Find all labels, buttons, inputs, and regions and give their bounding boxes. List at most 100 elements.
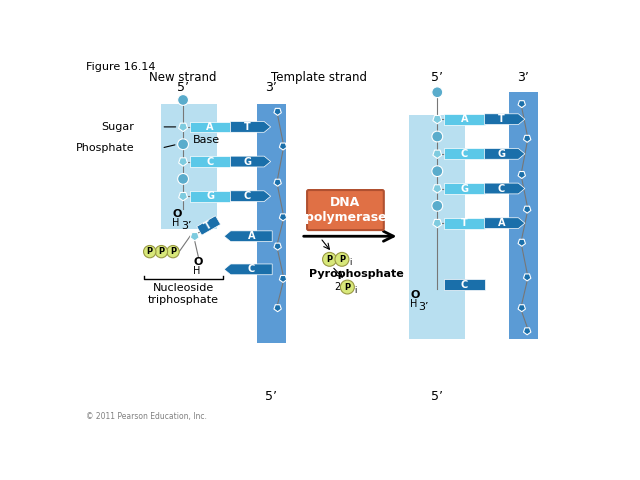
Text: 3’: 3’: [266, 81, 277, 94]
Polygon shape: [524, 274, 531, 281]
Polygon shape: [518, 171, 525, 179]
Polygon shape: [433, 150, 442, 158]
Circle shape: [143, 245, 156, 258]
Circle shape: [178, 139, 189, 150]
Circle shape: [432, 201, 443, 211]
FancyBboxPatch shape: [444, 114, 484, 125]
Polygon shape: [280, 276, 287, 282]
Text: 5’: 5’: [266, 390, 277, 403]
Text: C: C: [248, 264, 255, 275]
Text: O: O: [194, 257, 204, 267]
Text: H: H: [193, 266, 201, 276]
Circle shape: [178, 95, 189, 105]
Polygon shape: [224, 231, 272, 241]
Polygon shape: [484, 183, 525, 194]
Text: T: T: [461, 218, 468, 228]
Polygon shape: [230, 156, 271, 167]
Polygon shape: [433, 116, 442, 124]
Text: C: C: [498, 183, 505, 193]
Circle shape: [335, 252, 349, 266]
Polygon shape: [518, 305, 525, 312]
Circle shape: [155, 245, 168, 258]
Text: Pyrophosphate: Pyrophosphate: [308, 269, 403, 278]
Text: DNA
polymerase: DNA polymerase: [305, 196, 387, 224]
Circle shape: [167, 245, 179, 258]
Polygon shape: [433, 185, 442, 193]
Text: P: P: [344, 283, 351, 291]
Text: 5’: 5’: [431, 390, 444, 403]
Bar: [257, 104, 286, 343]
Text: O: O: [172, 209, 182, 219]
FancyBboxPatch shape: [190, 191, 230, 202]
Bar: [509, 92, 538, 339]
Text: Template strand: Template strand: [271, 72, 367, 84]
Text: 5’: 5’: [177, 81, 189, 94]
Text: 2: 2: [334, 282, 340, 292]
Polygon shape: [274, 305, 282, 312]
Text: C: C: [207, 156, 214, 167]
Bar: [410, 115, 465, 339]
Circle shape: [432, 166, 443, 177]
Text: C: C: [244, 191, 251, 201]
Text: T: T: [498, 114, 505, 124]
Text: C: C: [461, 280, 468, 290]
Text: P: P: [170, 247, 176, 256]
Text: G: G: [497, 149, 506, 159]
Circle shape: [178, 173, 189, 184]
Text: i: i: [355, 286, 356, 295]
Text: T: T: [244, 122, 251, 132]
Polygon shape: [518, 101, 525, 108]
Polygon shape: [280, 143, 287, 150]
FancyBboxPatch shape: [307, 190, 384, 230]
Polygon shape: [179, 123, 188, 132]
Text: Figure 16.14: Figure 16.14: [86, 62, 156, 72]
Polygon shape: [433, 219, 442, 228]
Circle shape: [340, 280, 355, 294]
Polygon shape: [484, 114, 525, 125]
FancyBboxPatch shape: [444, 183, 484, 194]
Circle shape: [432, 87, 443, 97]
Text: A: A: [248, 231, 255, 241]
Text: Base: Base: [193, 134, 220, 144]
Polygon shape: [274, 243, 282, 250]
Polygon shape: [230, 191, 271, 202]
Polygon shape: [484, 148, 525, 159]
Text: O: O: [410, 290, 419, 300]
Text: T: T: [204, 219, 214, 231]
Text: A: A: [498, 218, 505, 228]
Text: i: i: [349, 258, 351, 267]
Polygon shape: [179, 158, 188, 166]
Polygon shape: [196, 216, 221, 235]
Polygon shape: [224, 264, 272, 275]
Polygon shape: [524, 206, 531, 213]
FancyBboxPatch shape: [444, 218, 484, 228]
Polygon shape: [274, 179, 282, 186]
Text: A: A: [207, 122, 214, 132]
Text: Phosphate: Phosphate: [76, 143, 134, 153]
Polygon shape: [190, 232, 199, 241]
Text: P: P: [158, 247, 164, 256]
Polygon shape: [280, 214, 287, 221]
Circle shape: [323, 252, 337, 266]
FancyBboxPatch shape: [444, 279, 484, 290]
Polygon shape: [524, 328, 531, 335]
Text: C: C: [461, 149, 468, 159]
FancyBboxPatch shape: [190, 121, 230, 132]
Text: P: P: [339, 255, 345, 264]
Text: A: A: [461, 114, 468, 124]
Text: G: G: [460, 183, 468, 193]
FancyBboxPatch shape: [444, 148, 484, 159]
Text: New strand: New strand: [149, 72, 217, 84]
Text: 5’: 5’: [431, 72, 444, 84]
Text: Sugar: Sugar: [101, 122, 134, 132]
Text: H: H: [172, 218, 179, 228]
Text: 3’: 3’: [517, 72, 529, 84]
Polygon shape: [524, 135, 531, 142]
Bar: [161, 104, 217, 228]
FancyBboxPatch shape: [190, 156, 230, 167]
Text: © 2011 Pearson Education, Inc.: © 2011 Pearson Education, Inc.: [86, 412, 207, 421]
Polygon shape: [230, 121, 271, 132]
Polygon shape: [484, 218, 525, 228]
Circle shape: [432, 131, 443, 142]
Text: 3’: 3’: [182, 221, 192, 231]
